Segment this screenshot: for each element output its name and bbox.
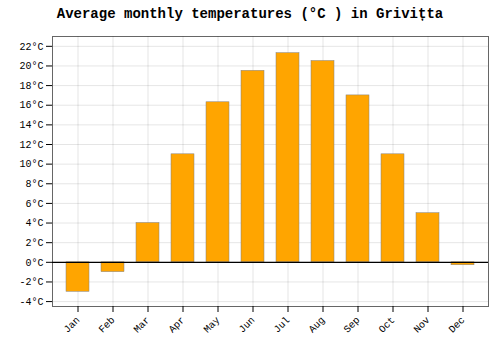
svg-text:Sep: Sep bbox=[342, 315, 363, 336]
svg-text:Jan: Jan bbox=[62, 315, 83, 336]
svg-text:Feb: Feb bbox=[97, 315, 118, 336]
svg-text:18°C: 18°C bbox=[19, 81, 43, 92]
svg-text:May: May bbox=[202, 315, 223, 336]
svg-text:16°C: 16°C bbox=[19, 100, 43, 111]
svg-text:6°C: 6°C bbox=[25, 199, 43, 210]
svg-text:Oct: Oct bbox=[377, 315, 398, 336]
svg-text:20°C: 20°C bbox=[19, 61, 43, 72]
svg-text:Aug: Aug bbox=[307, 315, 328, 336]
svg-text:12°C: 12°C bbox=[19, 140, 43, 151]
svg-text:0°C: 0°C bbox=[25, 258, 43, 269]
svg-text:4°C: 4°C bbox=[25, 218, 43, 229]
svg-text:Apr: Apr bbox=[167, 315, 188, 336]
svg-text:22°C: 22°C bbox=[19, 42, 43, 53]
svg-text:Nov: Nov bbox=[412, 315, 433, 336]
svg-text:Dec: Dec bbox=[447, 315, 468, 336]
svg-text:Jun: Jun bbox=[237, 315, 258, 336]
html-text:Average monthly temperatures (: Average monthly temperatures (°C ) in Gr… bbox=[56, 6, 444, 22]
svg-text:8°C: 8°C bbox=[25, 179, 43, 190]
svg-text:-4°C: -4°C bbox=[19, 297, 43, 308]
svg-text:14°C: 14°C bbox=[19, 120, 43, 131]
svg-text:10°C: 10°C bbox=[19, 159, 43, 170]
svg-text:Mar: Mar bbox=[132, 315, 153, 336]
svg-text:Jul: Jul bbox=[272, 315, 293, 336]
svg-text:2°C: 2°C bbox=[25, 238, 43, 249]
svg-text:-2°C: -2°C bbox=[19, 277, 43, 288]
